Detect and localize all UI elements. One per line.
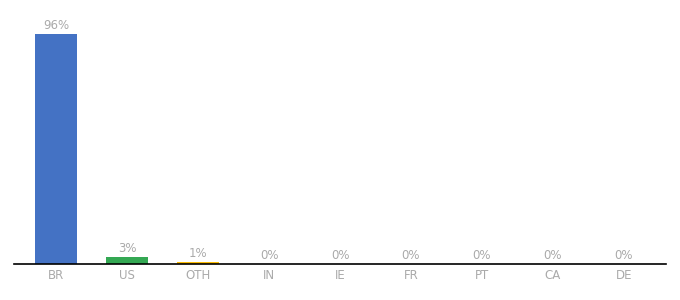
- Text: 1%: 1%: [189, 247, 207, 260]
- Text: 0%: 0%: [402, 249, 420, 262]
- Text: 3%: 3%: [118, 242, 137, 255]
- Bar: [106, 257, 148, 264]
- Text: 0%: 0%: [260, 249, 278, 262]
- Bar: [177, 262, 220, 264]
- Text: 0%: 0%: [543, 249, 562, 262]
- Bar: [35, 34, 78, 264]
- Text: 0%: 0%: [330, 249, 350, 262]
- Text: 0%: 0%: [615, 249, 633, 262]
- Text: 0%: 0%: [473, 249, 491, 262]
- Text: 96%: 96%: [43, 19, 69, 32]
